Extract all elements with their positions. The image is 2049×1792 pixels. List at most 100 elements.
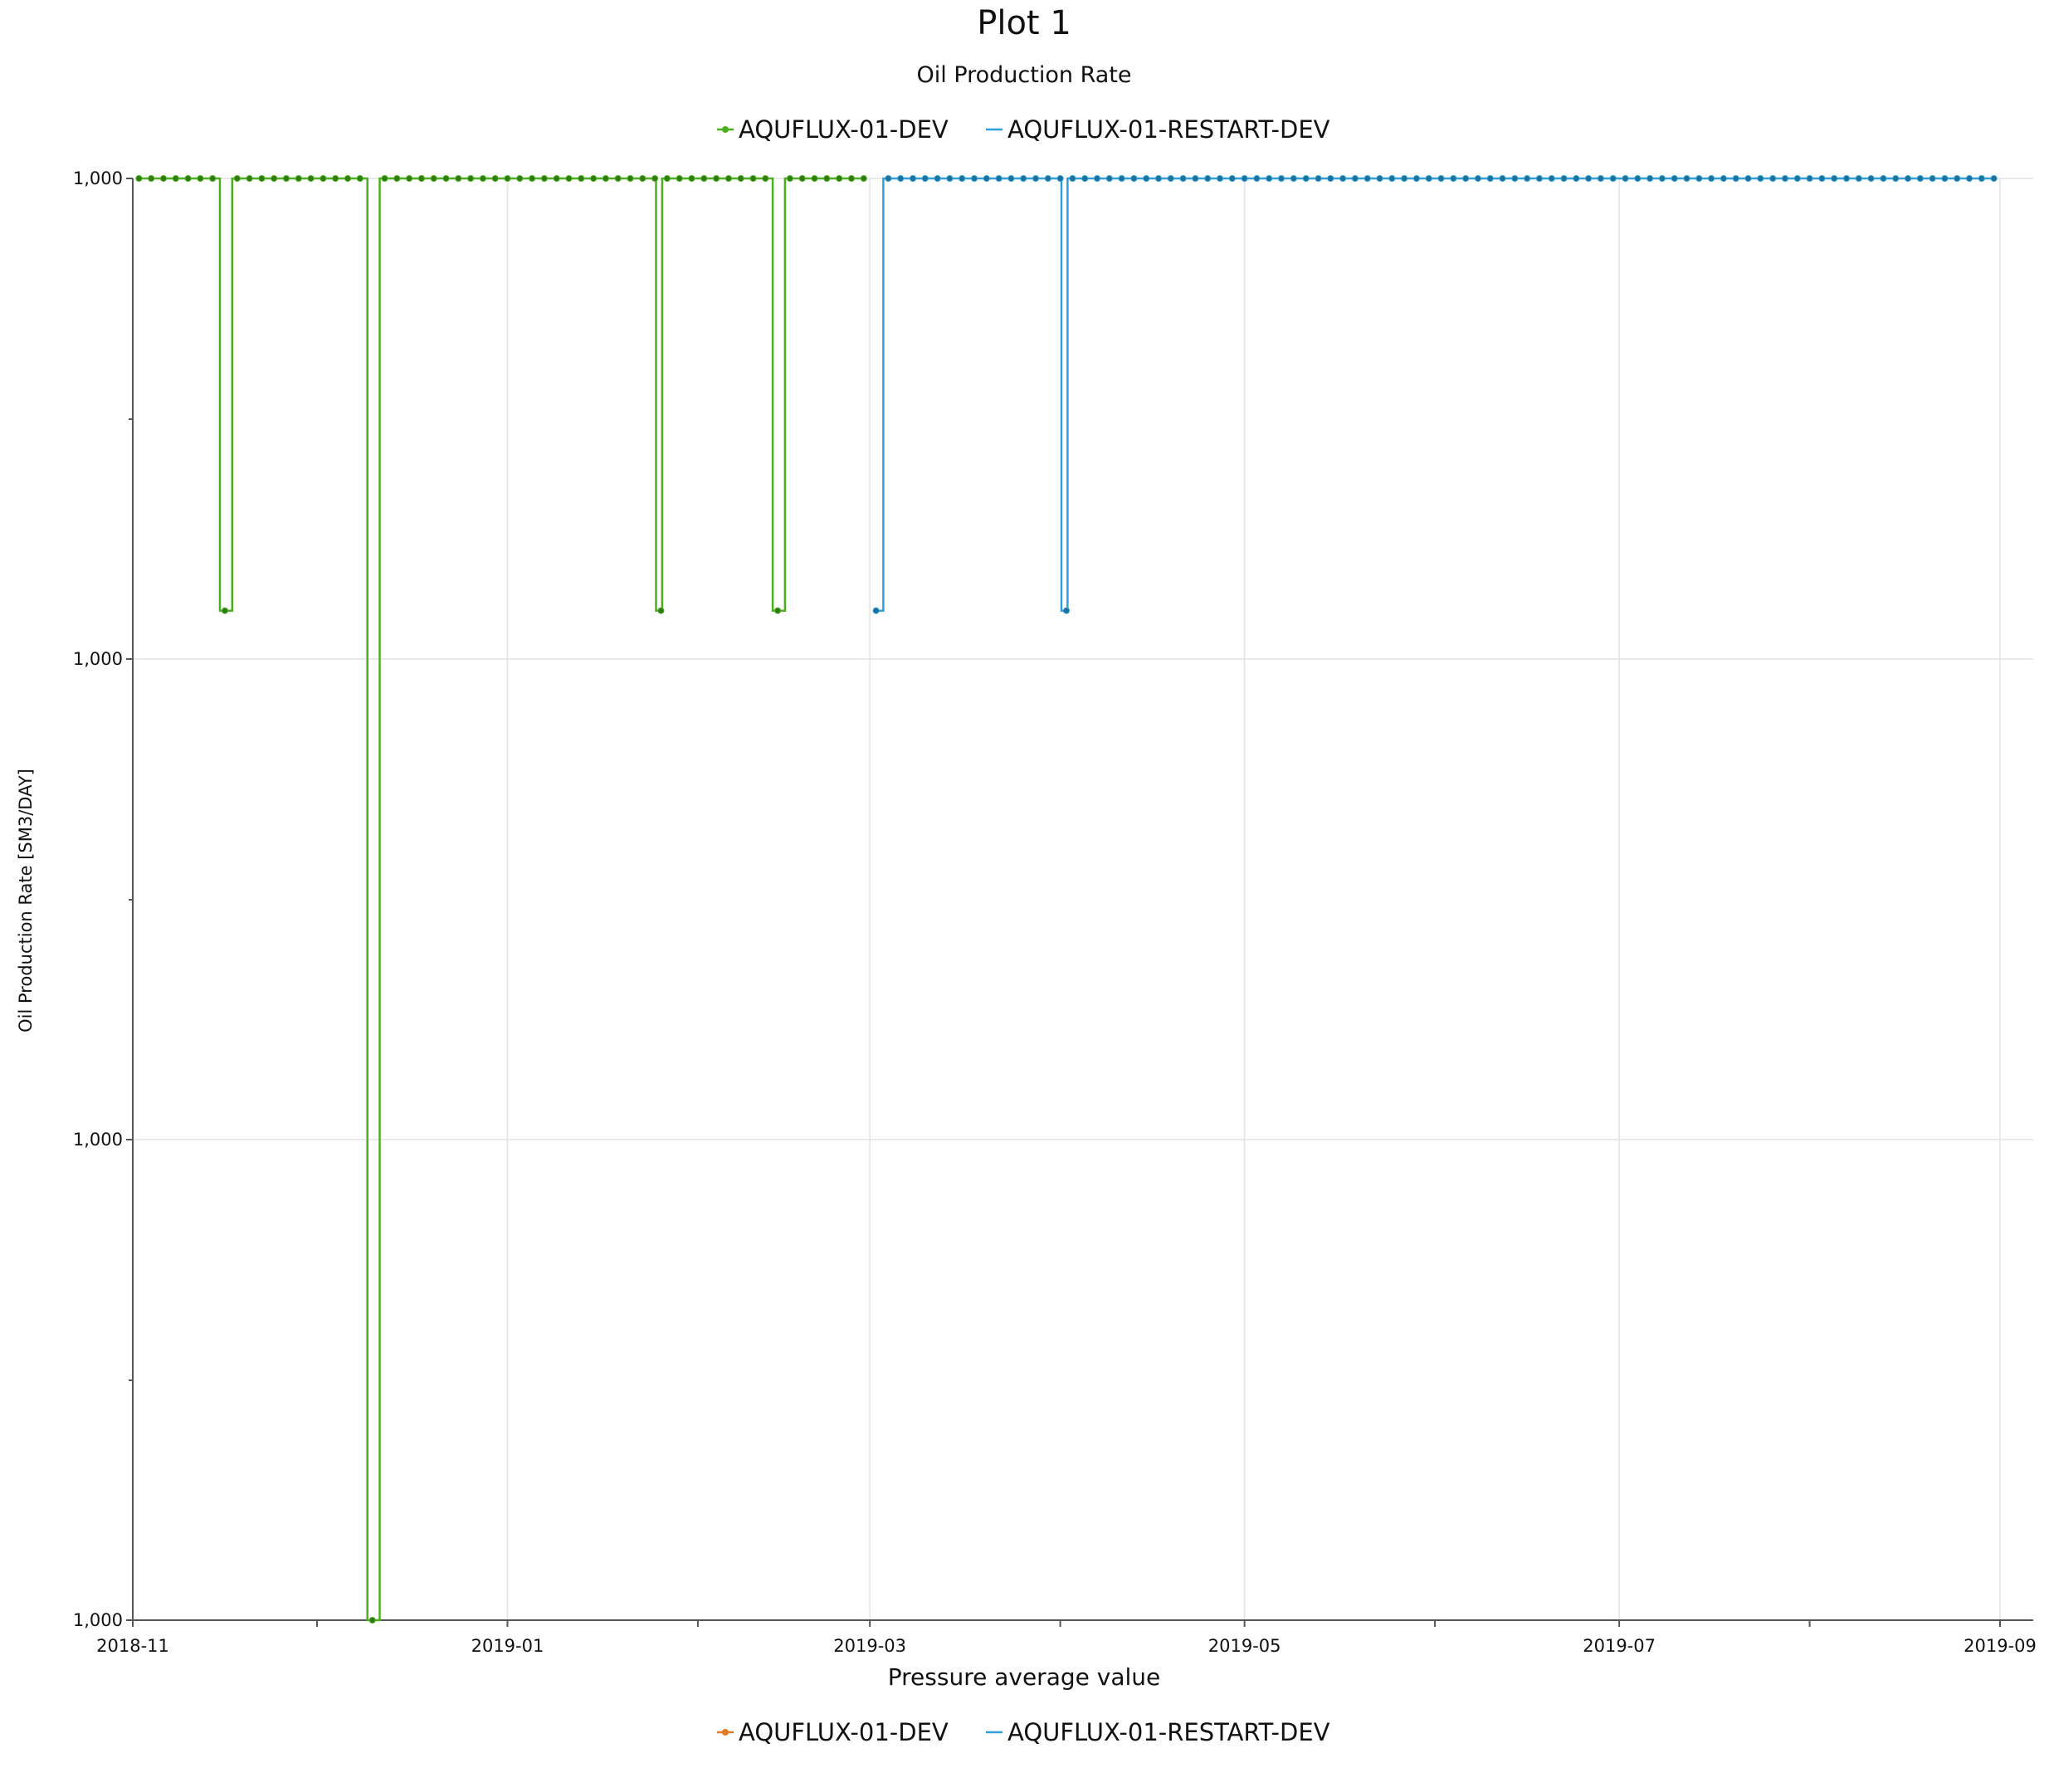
data-point <box>209 175 217 182</box>
data-point <box>1671 175 1678 182</box>
x-axis-label: Pressure average value <box>888 1663 1160 1691</box>
series-line-1 <box>139 177 864 1622</box>
data-point <box>1069 175 1076 182</box>
data-point <box>1063 607 1070 614</box>
data-point <box>1573 175 1580 182</box>
data-point <box>1744 175 1752 182</box>
data-point <box>1437 175 1445 182</box>
x-tick-label: 2019-07 <box>1583 1636 1656 1656</box>
data-point <box>1548 175 1555 182</box>
data-point <box>688 175 695 182</box>
data-point <box>1524 175 1531 182</box>
data-point <box>1401 175 1408 182</box>
legend-top-item-1[interactable]: AQUFLUX-01-DEV <box>717 115 949 144</box>
data-point <box>934 175 941 182</box>
data-point <box>1990 175 1998 182</box>
data-point <box>197 175 204 182</box>
data-point <box>1793 175 1801 182</box>
legend-bottom-item-1[interactable]: AQUFLUX-01-DEV <box>717 1718 949 1746</box>
data-point <box>1892 175 1900 182</box>
data-point <box>1339 175 1347 182</box>
y-axis-label: Oil Production Rate [SM3/DAY] <box>16 769 36 1033</box>
chart-title: Plot 1 <box>977 4 1071 42</box>
data-point <box>1228 175 1236 182</box>
data-point <box>1499 175 1506 182</box>
data-point <box>1769 175 1777 182</box>
data-point <box>172 175 179 182</box>
data-point <box>946 175 954 182</box>
data-point <box>614 175 622 182</box>
data-point <box>1683 175 1690 182</box>
data-point <box>860 175 867 182</box>
data-point <box>872 607 880 614</box>
data-point <box>295 175 302 182</box>
legend-bottom: AQUFLUX-01-DEV AQUFLUX-01-RESTART-DEV <box>717 1718 1330 1746</box>
data-point <box>417 175 425 182</box>
data-point <box>271 175 278 182</box>
data-point <box>811 175 818 182</box>
data-point <box>1290 175 1297 182</box>
data-point <box>283 175 290 182</box>
data-point <box>1782 175 1788 182</box>
data-point <box>995 175 1003 182</box>
data-point <box>651 175 659 182</box>
data-point <box>676 175 683 182</box>
data-point <box>1622 175 1629 182</box>
data-point <box>1020 175 1027 182</box>
data-point <box>836 175 843 182</box>
data-point <box>1388 175 1396 182</box>
data-point <box>1978 175 1985 182</box>
data-point <box>1412 175 1420 182</box>
data-point <box>1462 175 1470 182</box>
data-point <box>160 175 167 182</box>
data-point <box>1597 175 1604 182</box>
data-point <box>1130 175 1138 182</box>
data-point <box>1658 175 1666 182</box>
series-markers <box>135 175 1998 1624</box>
data-point <box>1757 175 1764 182</box>
data-point <box>910 175 916 182</box>
data-point <box>1376 175 1383 182</box>
data-point <box>491 175 499 182</box>
data-point <box>602 175 609 182</box>
data-point <box>1081 175 1089 182</box>
data-point <box>1966 175 1973 182</box>
data-point <box>332 175 339 182</box>
data-point <box>1560 175 1568 182</box>
data-point <box>565 175 573 182</box>
grid <box>132 178 2033 1621</box>
data-point <box>1695 175 1703 182</box>
legend-top-item-2[interactable]: AQUFLUX-01-RESTART-DEV <box>986 115 1330 144</box>
data-point <box>1241 175 1248 182</box>
data-point <box>479 175 486 182</box>
data-point <box>1105 175 1113 182</box>
legend-bottom-label-2: AQUFLUX-01-RESTART-DEV <box>1007 1718 1330 1746</box>
data-point <box>1708 175 1715 182</box>
data-point <box>381 175 388 182</box>
data-point <box>1916 175 1924 182</box>
data-point <box>1327 175 1334 182</box>
y-tick-label: 1,000 <box>73 1610 123 1630</box>
data-point <box>368 1617 376 1624</box>
data-point <box>222 607 228 614</box>
x-tick-label: 2019-03 <box>833 1636 906 1656</box>
chart-subtitle: Oil Production Rate <box>917 62 1132 88</box>
data-point <box>848 175 855 182</box>
data-point <box>971 175 978 182</box>
data-point <box>246 175 253 182</box>
data-point <box>657 607 665 614</box>
data-point <box>1732 175 1739 182</box>
legend-bottom-item-2[interactable]: AQUFLUX-01-RESTART-DEV <box>986 1718 1330 1746</box>
data-point <box>1364 175 1371 182</box>
data-point <box>1831 175 1838 182</box>
data-point <box>762 175 769 182</box>
data-point <box>1094 175 1100 182</box>
data-point <box>467 175 475 182</box>
data-point <box>233 175 241 182</box>
data-point <box>724 175 732 182</box>
data-point <box>1905 175 1911 182</box>
data-point <box>1155 175 1162 182</box>
data-point <box>1118 175 1125 182</box>
data-point <box>1192 175 1199 182</box>
